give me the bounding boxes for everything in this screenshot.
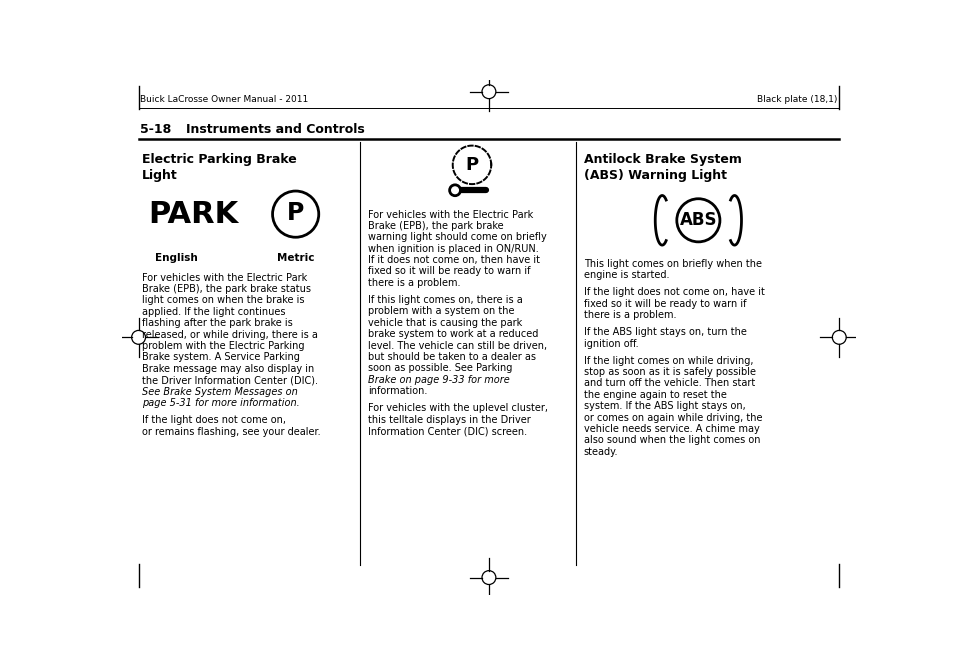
Text: and turn off the vehicle. Then start: and turn off the vehicle. Then start [583,379,754,389]
Text: flashing after the park brake is: flashing after the park brake is [141,318,293,328]
Text: Brake (EPB), the park brake: Brake (EPB), the park brake [368,221,503,231]
Text: Information Center (DIC) screen.: Information Center (DIC) screen. [368,426,527,436]
Text: Metric: Metric [276,253,314,263]
Text: or comes on again while driving, the: or comes on again while driving, the [583,413,761,423]
Text: If the ABS light stays on, turn the: If the ABS light stays on, turn the [583,327,746,337]
Text: problem with a system on the: problem with a system on the [368,307,514,317]
Circle shape [449,184,460,196]
Text: problem with the Electric Parking: problem with the Electric Parking [141,341,304,351]
Text: ABS: ABS [679,211,717,229]
Text: applied. If the light continues: applied. If the light continues [141,307,285,317]
Text: P: P [465,156,478,174]
Text: released, or while driving, there is a: released, or while driving, there is a [141,329,317,339]
Text: Buick LaCrosse Owner Manual - 2011: Buick LaCrosse Owner Manual - 2011 [140,95,308,104]
Text: P: P [287,201,304,225]
Text: Electric Parking Brake: Electric Parking Brake [141,152,296,166]
Text: level. The vehicle can still be driven,: level. The vehicle can still be driven, [368,341,547,351]
Text: stop as soon as it is safely possible: stop as soon as it is safely possible [583,367,755,377]
Text: vehicle that is causing the park: vehicle that is causing the park [368,318,521,328]
Text: the Driver Information Center (DIC).: the Driver Information Center (DIC). [141,375,317,385]
Text: this telltale displays in the Driver: this telltale displays in the Driver [368,415,530,425]
Text: the engine again to reset the: the engine again to reset the [583,390,726,400]
Text: If the light does not come on, have it: If the light does not come on, have it [583,287,763,297]
Text: PARK: PARK [148,200,238,228]
Text: soon as possible. See Parking: soon as possible. See Parking [368,363,512,373]
Text: If it does not come on, then have it: If it does not come on, then have it [368,255,539,265]
Text: Brake (EPB), the park brake status: Brake (EPB), the park brake status [141,284,311,294]
Text: system. If the ABS light stays on,: system. If the ABS light stays on, [583,401,744,411]
Text: page 5-31 for more information.: page 5-31 for more information. [141,398,299,408]
Text: steady.: steady. [583,447,618,457]
Text: brake system to work at a reduced: brake system to work at a reduced [368,329,537,339]
Text: warning light should come on briefly: warning light should come on briefly [368,232,546,242]
Text: If the light comes on while driving,: If the light comes on while driving, [583,355,752,365]
Text: If this light comes on, there is a: If this light comes on, there is a [368,295,522,305]
Text: For vehicles with the uplevel cluster,: For vehicles with the uplevel cluster, [368,403,547,413]
Text: light comes on when the brake is: light comes on when the brake is [141,295,304,305]
Text: there is a problem.: there is a problem. [583,310,676,320]
Circle shape [452,187,457,194]
Text: This light comes on briefly when the: This light comes on briefly when the [583,259,760,269]
Text: Instruments and Controls: Instruments and Controls [186,124,365,136]
Text: there is a problem.: there is a problem. [368,278,460,288]
Text: information.: information. [368,386,427,396]
Text: See Brake System Messages on: See Brake System Messages on [141,387,297,397]
Text: For vehicles with the Electric Park: For vehicles with the Electric Park [141,273,307,283]
Text: or remains flashing, see your dealer.: or remains flashing, see your dealer. [141,426,320,436]
Text: Antilock Brake System: Antilock Brake System [583,152,740,166]
Text: fixed so it will be ready to warn if: fixed so it will be ready to warn if [583,299,745,309]
Text: also sound when the light comes on: also sound when the light comes on [583,436,760,446]
Text: but should be taken to a dealer as: but should be taken to a dealer as [368,352,536,362]
Text: Brake message may also display in: Brake message may also display in [141,364,314,374]
Text: Brake system. A Service Parking: Brake system. A Service Parking [141,353,299,363]
Text: For vehicles with the Electric Park: For vehicles with the Electric Park [368,210,533,220]
Text: Light: Light [141,170,177,182]
Text: If the light does not come on,: If the light does not come on, [141,415,285,425]
Text: vehicle needs service. A chime may: vehicle needs service. A chime may [583,424,759,434]
Text: Brake on page 9-33 for more: Brake on page 9-33 for more [368,375,509,385]
Text: 5-18: 5-18 [140,124,172,136]
Text: engine is started.: engine is started. [583,270,668,280]
Text: Black plate (18,1): Black plate (18,1) [757,95,837,104]
Text: fixed so it will be ready to warn if: fixed so it will be ready to warn if [368,267,530,277]
Text: when ignition is placed in ON/RUN.: when ignition is placed in ON/RUN. [368,244,538,254]
Text: ignition off.: ignition off. [583,339,638,349]
Text: English: English [154,253,197,263]
Text: (ABS) Warning Light: (ABS) Warning Light [583,170,726,182]
